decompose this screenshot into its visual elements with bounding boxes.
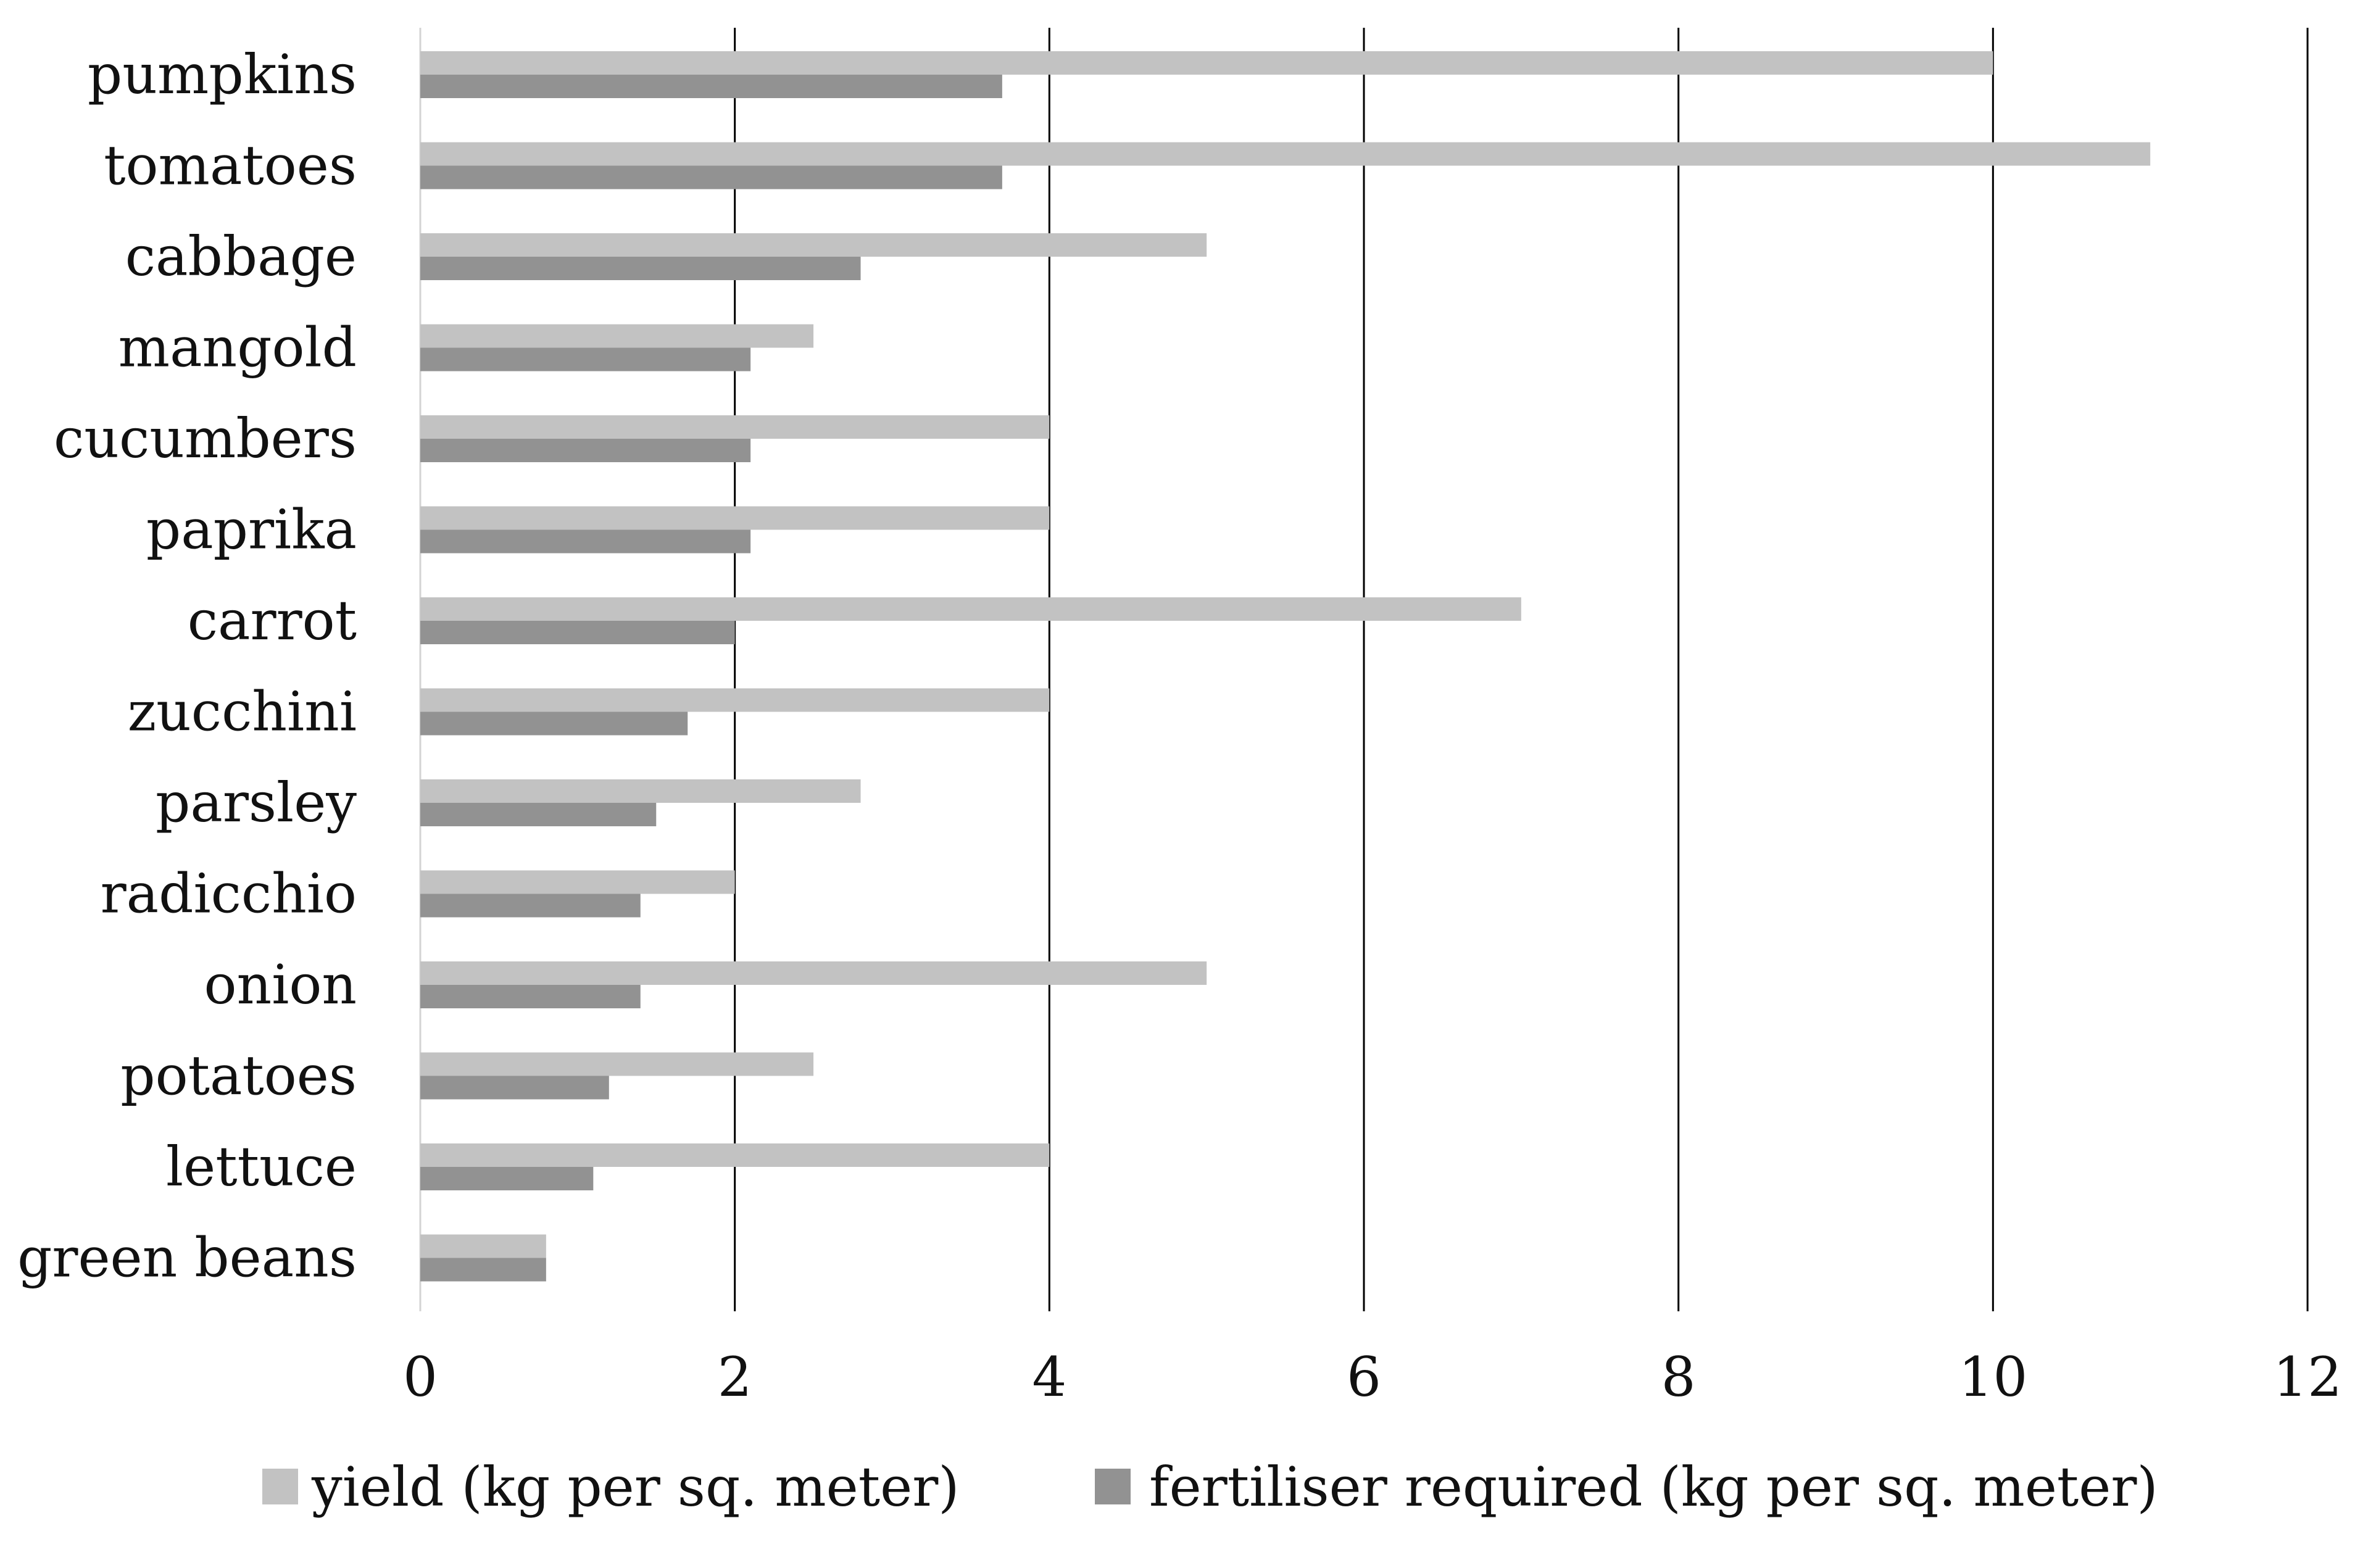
legend-label-fertiliser: fertiliser required (kg per sq. meter) bbox=[1149, 1455, 2158, 1519]
category-label: carrot bbox=[188, 589, 357, 652]
bar-cucumbers-yield bbox=[420, 415, 1050, 439]
bar-cabbage-yield bbox=[420, 233, 1207, 257]
category-labels: pumpkins tomatoes cabbage mangold cucumbers p… bbox=[17, 43, 357, 1290]
x-tick-label: 2 bbox=[718, 1345, 752, 1409]
bar-potatoes-fertiliser bbox=[420, 1076, 609, 1100]
bar-green-beans-yield bbox=[420, 1234, 546, 1258]
category-label: cabbage bbox=[125, 225, 357, 288]
category-label: green beans bbox=[17, 1226, 357, 1290]
bar-lettuce-yield bbox=[420, 1143, 1050, 1167]
bar-green-beans-fertiliser bbox=[420, 1258, 546, 1282]
bar-radicchio-yield bbox=[420, 870, 735, 894]
bar-carrot-fertiliser bbox=[420, 621, 735, 644]
bar-pumpkins-yield bbox=[420, 51, 1993, 75]
bar-onion-yield bbox=[420, 961, 1207, 985]
category-label: mangold bbox=[118, 316, 357, 380]
category-label: radicchio bbox=[101, 862, 357, 926]
bar-cucumbers-fertiliser bbox=[420, 439, 751, 462]
bar-mangold-yield bbox=[420, 324, 814, 348]
category-label: parsley bbox=[156, 771, 357, 834]
bar-pumpkins-fertiliser bbox=[420, 75, 1002, 98]
bar-tomatoes-fertiliser bbox=[420, 165, 1002, 189]
bars bbox=[420, 51, 2151, 1282]
category-label: zucchini bbox=[128, 680, 357, 744]
bar-lettuce-fertiliser bbox=[420, 1167, 594, 1190]
x-axis-tick-labels: 0 2 4 6 8 10 12 bbox=[403, 1345, 2342, 1409]
bar-parsley-fertiliser bbox=[420, 803, 657, 826]
bar-potatoes-yield bbox=[420, 1052, 814, 1076]
legend: yield (kg per sq. meter) fertiliser requi… bbox=[262, 1455, 2158, 1519]
x-tick-label: 4 bbox=[1032, 1345, 1066, 1409]
legend-swatch-yield bbox=[262, 1469, 298, 1504]
category-label: paprika bbox=[146, 498, 357, 562]
category-label: potatoes bbox=[120, 1044, 357, 1108]
category-label: lettuce bbox=[166, 1135, 357, 1198]
category-label: cucumbers bbox=[54, 407, 357, 470]
bar-radicchio-fertiliser bbox=[420, 894, 641, 918]
legend-label-yield: yield (kg per sq. meter) bbox=[311, 1455, 960, 1519]
bar-zucchini-yield bbox=[420, 688, 1050, 712]
bar-mangold-fertiliser bbox=[420, 347, 751, 371]
bar-zucchini-fertiliser bbox=[420, 711, 688, 736]
x-tick-label: 10 bbox=[1958, 1345, 2027, 1409]
bar-tomatoes-yield bbox=[420, 142, 2151, 166]
bar-onion-fertiliser bbox=[420, 985, 641, 1008]
bar-parsley-yield bbox=[420, 779, 861, 803]
bar-paprika-fertiliser bbox=[420, 529, 751, 554]
grid-lines bbox=[419, 28, 2309, 1311]
category-label: tomatoes bbox=[104, 134, 357, 197]
bar-carrot-yield bbox=[420, 597, 1521, 621]
x-tick-label: 0 bbox=[403, 1345, 438, 1409]
category-label: pumpkins bbox=[88, 43, 357, 106]
legend-swatch-fertiliser bbox=[1095, 1469, 1131, 1504]
bar-paprika-yield bbox=[420, 506, 1050, 530]
category-label: onion bbox=[204, 953, 357, 1016]
x-tick-label: 6 bbox=[1347, 1345, 1381, 1409]
bar-cabbage-fertiliser bbox=[420, 257, 861, 280]
x-tick-label: 8 bbox=[1661, 1345, 1696, 1409]
x-tick-label: 12 bbox=[2273, 1345, 2342, 1409]
